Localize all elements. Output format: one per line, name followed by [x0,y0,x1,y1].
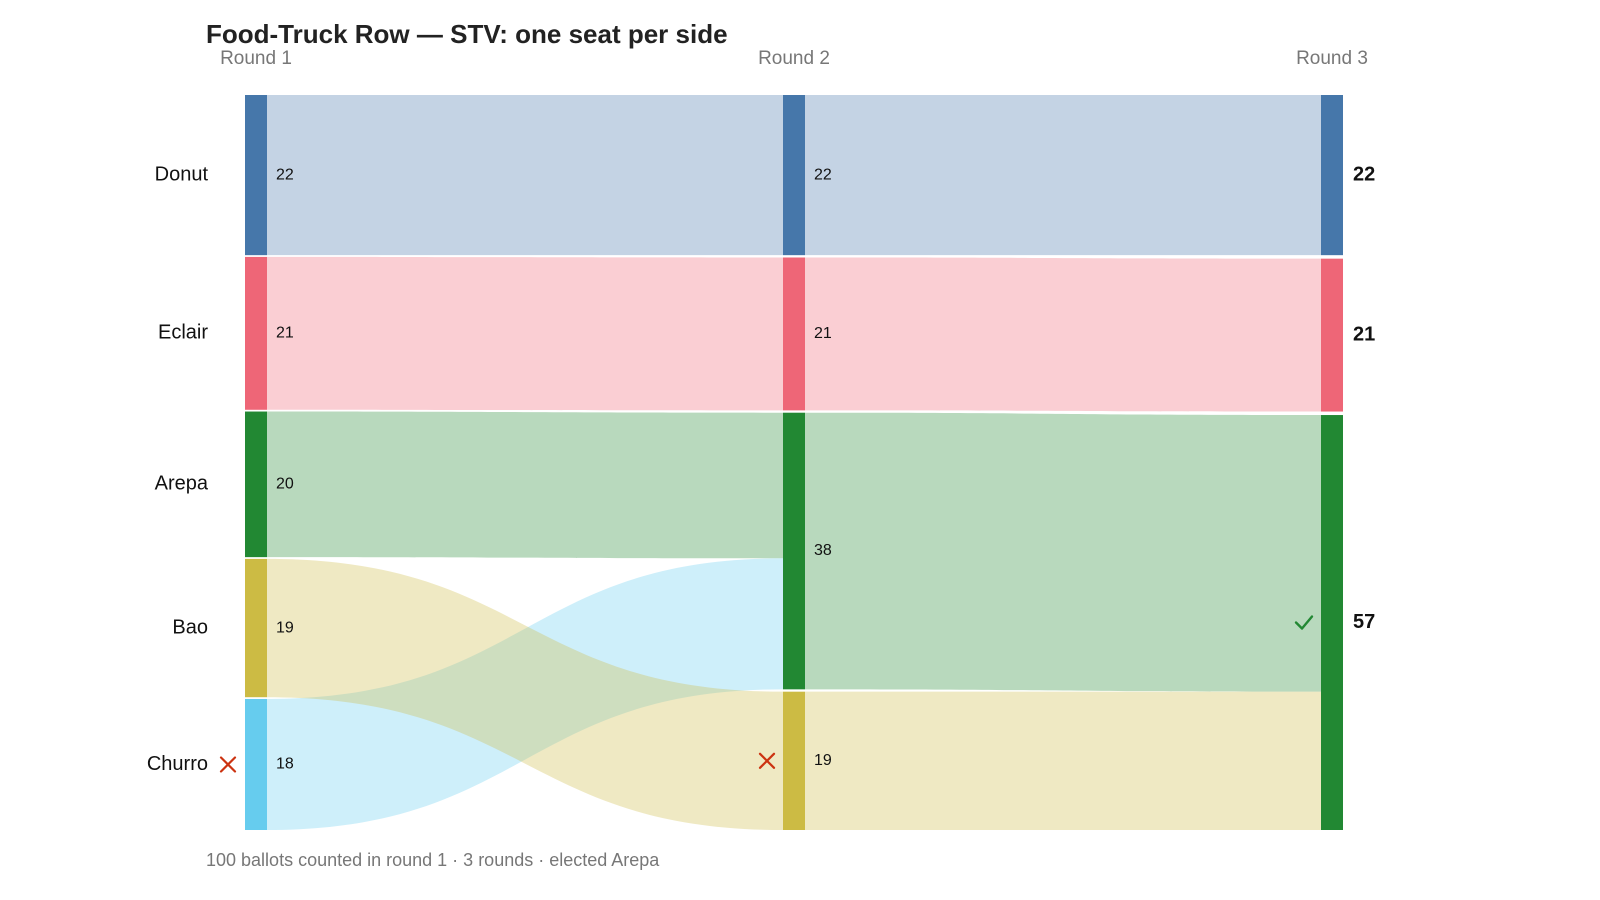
value-label-r3-donut: 22 [1353,163,1375,185]
value-label-r2-donut: 22 [814,166,832,183]
chart-title: Food-Truck Row — STV: one seat per side [206,19,728,49]
cross-icon [758,752,776,769]
value-label-r1-donut: 22 [276,166,294,183]
node-r2-eclair [783,257,805,411]
value-label-r1-eclair: 21 [276,325,294,342]
flow-r1-arepa-to-r2-arepa [267,411,783,559]
node-r3-eclair [1321,258,1343,412]
candidate-label-bao: Bao [172,616,208,638]
flows-layer [267,95,1321,830]
node-r1-eclair [245,256,267,410]
cross-icon [219,756,237,773]
chart-footer: 100 ballots counted in round 1 · 3 round… [206,850,660,870]
candidate-label-eclair: Eclair [158,322,208,344]
value-label-r2-eclair: 21 [814,325,832,342]
node-r1-bao [245,558,267,698]
candidate-label-churro: Churro [147,753,208,775]
candidate-label-donut: Donut [155,163,209,185]
node-r3-donut [1321,95,1343,256]
value-label-r3-eclair: 21 [1353,323,1375,345]
node-r3-arepa [1321,415,1343,830]
flow-r1-bao-to-r2-bao [267,558,783,830]
flow-r1-churro-to-r2-arepa [267,558,783,830]
node-r2-donut [783,95,805,256]
flow-r2-donut-to-r3-donut [805,95,1321,256]
value-label-r1-bao: 19 [276,619,294,636]
node-r1-arepa [245,411,267,558]
flow-r1-eclair-to-r2-eclair [267,256,783,411]
check-icon [1294,615,1314,630]
value-label-r1-churro: 18 [276,756,294,773]
candidate-label-arepa: Arepa [155,473,209,495]
round-label-2: Round 2 [758,48,830,69]
flow-r2-eclair-to-r3-eclair [805,257,1321,412]
node-r1-churro [245,698,267,830]
value-label-r1-arepa: 20 [276,476,294,493]
value-label-r2-arepa: 38 [814,542,832,559]
node-r1-donut [245,95,267,256]
round-label-1: Round 1 [220,48,292,69]
flow-r2-arepa-to-r3-arepa [805,412,1321,692]
value-label-r2-bao: 19 [814,752,832,769]
flow-r1-donut-to-r2-donut [267,95,783,256]
node-r2-bao [783,691,805,830]
labels-layer: Round 1 Round 2 Round 3 22 Donut 21 Eclair 20 Ar… [147,48,1375,775]
round-label-3: Round 3 [1296,48,1368,69]
value-label-r3-arepa: 57 [1353,611,1375,633]
nodes-layer [245,95,1343,830]
node-r2-arepa [783,412,805,690]
flow-r2-bao-to-r3-arepa [805,691,1321,830]
